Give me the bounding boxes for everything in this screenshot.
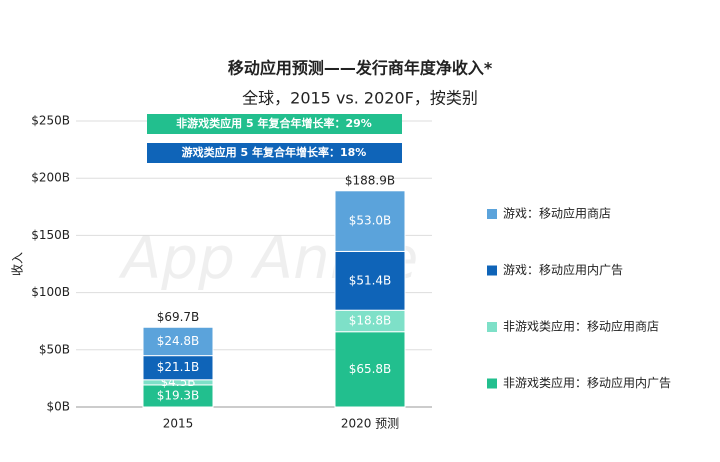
legend-label: 非游戏类应用：移动应用商店	[503, 319, 659, 334]
x-tick-label: 2020 预测	[341, 417, 399, 431]
value-label: $65.8B	[349, 362, 392, 376]
y-tick-label: $150B	[31, 228, 70, 242]
y-tick-label: $50B	[39, 342, 70, 356]
annotation-text: 游戏类应用 5 年复合年增长率：18%	[182, 145, 367, 159]
annotation-banner	[147, 143, 402, 163]
bar-segment	[334, 190, 406, 252]
annotation-banner	[147, 114, 402, 134]
value-label: $51.4B	[349, 273, 392, 287]
value-label: $18.8B	[349, 313, 392, 327]
legend-swatch	[487, 322, 497, 332]
bar-segment	[142, 355, 214, 381]
legend-swatch	[487, 378, 497, 389]
chart-title: 移动应用预测——发行商年度净收入*	[228, 59, 493, 78]
y-tick-label: $250B	[31, 114, 70, 128]
bar-segment	[142, 326, 214, 357]
y-tick-label: $0B	[46, 400, 70, 414]
value-label: $21.1B	[157, 360, 200, 374]
legend-swatch	[487, 265, 497, 276]
y-tick-label: $100B	[31, 285, 70, 299]
legend-label: 游戏：移动应用内广告	[503, 262, 623, 277]
y-axis-label: 收入	[11, 252, 25, 276]
legend-label: 非游戏类应用：移动应用内广告	[503, 375, 671, 390]
legend-label: 游戏：移动应用商店	[503, 206, 611, 221]
x-tick-label: 2015	[163, 417, 194, 431]
value-label: $53.0B	[349, 214, 392, 228]
y-tick-label: $200B	[31, 171, 70, 185]
total-label: $69.7B	[157, 310, 200, 324]
chart-subtitle: 全球，2015 vs. 2020F，按类别	[242, 89, 478, 108]
annotation-text: 非游戏类应用 5 年复合年增长率：29%	[176, 116, 372, 130]
bar-segment	[334, 331, 406, 408]
value-label: $24.8B	[157, 334, 200, 348]
legend-swatch	[487, 209, 497, 219]
total-label: $188.9B	[345, 173, 395, 187]
value-label: $19.3B	[157, 388, 200, 402]
bar-segment	[334, 250, 406, 311]
